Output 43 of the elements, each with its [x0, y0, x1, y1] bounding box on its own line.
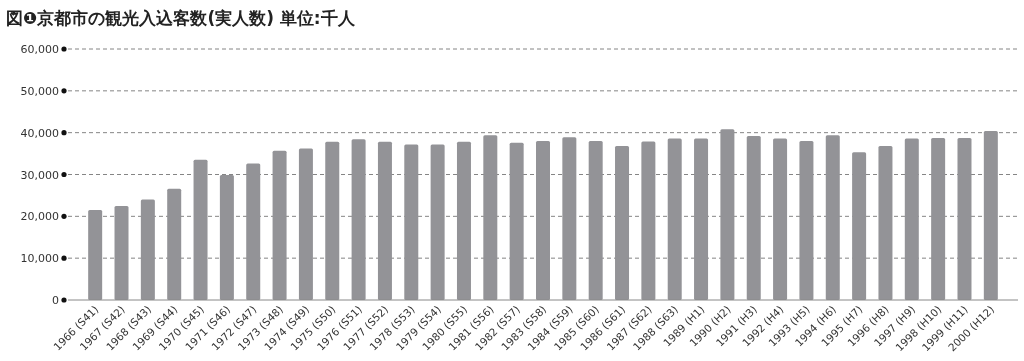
bar	[193, 159, 208, 300]
bar	[931, 138, 946, 300]
bar	[114, 205, 129, 300]
bar	[536, 141, 550, 300]
bar	[88, 210, 103, 300]
bar	[852, 152, 867, 300]
bar	[140, 199, 155, 300]
bar	[483, 135, 498, 300]
bar	[694, 138, 709, 300]
bar	[351, 139, 366, 300]
y-tick-label: 10,000	[20, 252, 59, 266]
bar	[562, 137, 577, 300]
y-tick-label: 30,000	[20, 168, 59, 182]
y-tick-label: 0	[52, 294, 59, 307]
bar	[456, 141, 471, 300]
bar	[298, 148, 313, 300]
bar	[799, 141, 814, 300]
bar	[509, 142, 524, 300]
bar	[167, 188, 182, 300]
bar	[746, 136, 761, 300]
bar	[325, 141, 340, 300]
bar	[904, 138, 919, 300]
bar	[430, 144, 445, 300]
bar	[825, 135, 840, 300]
y-tick-label: 60,000	[20, 43, 59, 56]
bar	[272, 150, 287, 300]
bar	[615, 146, 630, 300]
bar	[588, 141, 603, 300]
y-tick-label: 20,000	[20, 210, 59, 224]
bar	[641, 141, 656, 300]
bar	[667, 138, 682, 300]
bar	[377, 141, 392, 300]
bar	[720, 129, 735, 300]
bar	[957, 138, 972, 300]
bar	[983, 130, 998, 300]
bar	[878, 146, 893, 300]
chart-title: 図❶京都市の観光入込客数(実人数) 単位:千人	[6, 8, 356, 28]
bar	[219, 174, 234, 300]
bar	[404, 144, 419, 300]
y-tick-label: 50,000	[20, 84, 59, 98]
y-tick-label: 40,000	[20, 126, 59, 140]
bar	[246, 163, 261, 300]
bar	[773, 138, 788, 300]
